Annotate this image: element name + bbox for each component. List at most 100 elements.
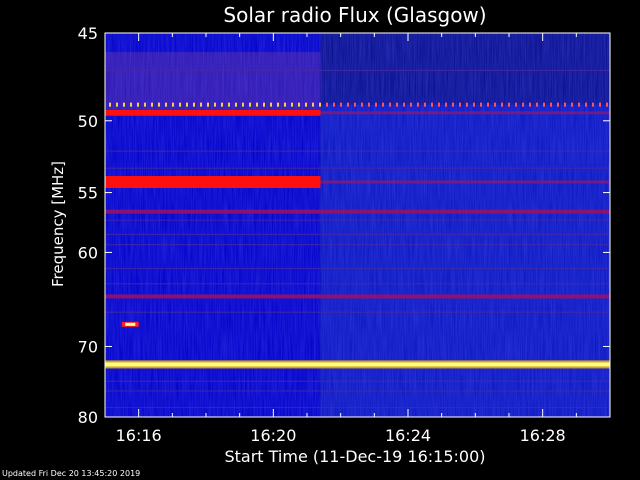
band-medium — [105, 209, 610, 214]
dot-marker — [179, 102, 181, 107]
dot-marker — [326, 102, 328, 107]
dot-marker — [207, 102, 209, 107]
y-tick-label: 60 — [78, 243, 98, 262]
dot-marker — [466, 102, 468, 107]
dot-marker — [585, 102, 587, 107]
dot-marker — [592, 102, 594, 107]
chart-title: Solar radio Flux (Glasgow) — [223, 3, 486, 27]
dot-marker — [172, 102, 174, 107]
dot-marker — [487, 102, 489, 107]
dot-marker — [445, 102, 447, 107]
dot-marker — [375, 102, 377, 107]
dot-marker — [501, 102, 503, 107]
dot-marker — [389, 102, 391, 107]
dot-marker — [606, 102, 608, 107]
dot-marker — [403, 102, 405, 107]
dot-marker — [564, 102, 566, 107]
dot-marker — [305, 102, 307, 107]
dot-marker — [256, 102, 258, 107]
dot-marker — [361, 102, 363, 107]
dot-marker — [228, 102, 230, 107]
dot-marker — [543, 102, 545, 107]
dot-marker — [578, 102, 580, 107]
dot-marker — [340, 102, 342, 107]
dot-marker — [452, 102, 454, 107]
dot-marker — [417, 102, 419, 107]
dot-marker — [186, 102, 188, 107]
dot-marker — [354, 102, 356, 107]
dot-marker — [515, 102, 517, 107]
band-continuation — [320, 111, 610, 115]
dot-marker — [165, 102, 167, 107]
dot-marker — [382, 102, 384, 107]
x-tick-label: 16:16 — [116, 426, 162, 445]
x-axis-label: Start Time (11-Dec-19 16:15:00) — [224, 447, 485, 466]
dot-marker — [599, 102, 601, 107]
y-axis-label: Frequency [MHz] — [49, 161, 67, 287]
dot-marker — [529, 102, 531, 107]
dot-marker — [557, 102, 559, 107]
dot-marker — [494, 102, 496, 107]
dot-marker — [396, 102, 398, 107]
noise-texture — [105, 33, 610, 417]
dot-marker — [291, 102, 293, 107]
dot-marker — [431, 102, 433, 107]
y-tick-label: 70 — [78, 337, 98, 356]
dot-marker — [130, 102, 132, 107]
dot-marker — [347, 102, 349, 107]
dot-marker — [522, 102, 524, 107]
dot-marker — [410, 102, 412, 107]
y-axis: 45 50 55 60 70 80 — [78, 24, 610, 427]
dot-marker — [536, 102, 538, 107]
band-high — [105, 109, 321, 116]
dot-marker — [480, 102, 482, 107]
dot-marker — [151, 102, 153, 107]
x-tick-label: 16:28 — [520, 426, 566, 445]
dot-marker — [284, 102, 286, 107]
plot-area — [104, 32, 611, 418]
dot-marker — [277, 102, 279, 107]
y-tick-label: 50 — [78, 112, 98, 131]
dot-marker — [333, 102, 335, 107]
dot-marker — [438, 102, 440, 107]
plot-border — [104, 32, 611, 418]
x-axis: 16:16 16:20 16:24 16:28 — [104, 33, 611, 445]
dot-marker — [144, 102, 146, 107]
dot-marker — [109, 102, 111, 107]
x-tick-label: 16:20 — [250, 426, 296, 445]
dot-marker — [424, 102, 426, 107]
dot-marker — [312, 102, 314, 107]
dot-marker — [319, 102, 321, 107]
dot-marker — [214, 102, 216, 107]
dot-marker — [158, 102, 160, 107]
dot-marker — [137, 102, 139, 107]
dot-marker — [123, 102, 125, 107]
dot-marker — [193, 102, 195, 107]
dot-marker — [116, 102, 118, 107]
dot-marker — [235, 102, 237, 107]
band-medium — [105, 294, 610, 299]
dot-marker — [550, 102, 552, 107]
dot-marker — [508, 102, 510, 107]
dot-marker — [368, 102, 370, 107]
dot-marker — [459, 102, 461, 107]
band-saturated — [105, 362, 610, 367]
dot-marker — [242, 102, 244, 107]
band-high — [105, 175, 321, 188]
y-tick-label: 55 — [78, 184, 98, 203]
dot-marker — [200, 102, 202, 107]
dot-marker — [221, 102, 223, 107]
dot-marker — [298, 102, 300, 107]
y-tick-label: 45 — [78, 24, 98, 43]
dot-marker — [473, 102, 475, 107]
dot-marker — [249, 102, 251, 107]
y-tick-label: 80 — [78, 408, 98, 427]
dot-marker — [270, 102, 272, 107]
band-continuation — [320, 180, 610, 184]
x-tick-label: 16:24 — [385, 426, 431, 445]
dot-marker — [571, 102, 573, 107]
burst-core — [125, 322, 136, 326]
updated-timestamp: Updated Fri Dec 20 13:45:20 2019 — [2, 469, 141, 478]
dot-marker — [263, 102, 265, 107]
